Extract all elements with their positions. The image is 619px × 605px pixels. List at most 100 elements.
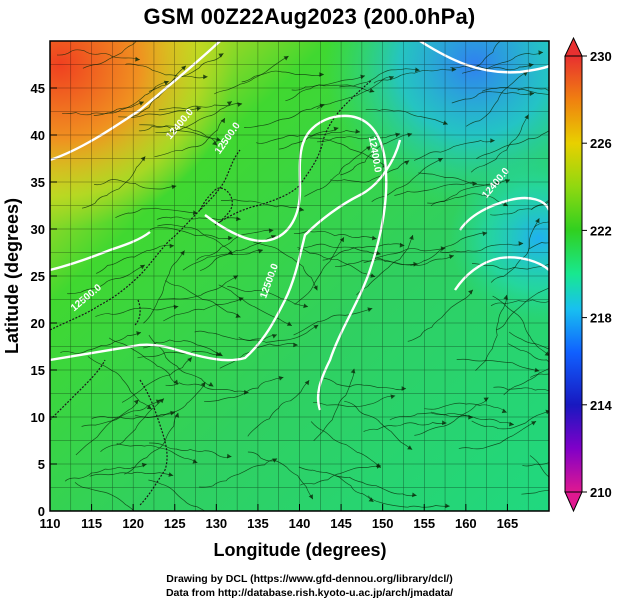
- streamline: [365, 108, 448, 125]
- x-tick-label: 110: [40, 516, 61, 531]
- streamline-arrow: [135, 56, 140, 62]
- streamline: [157, 224, 233, 256]
- streamline-arrow: [449, 254, 454, 259]
- streamline-arrow: [233, 275, 238, 280]
- streamline: [74, 482, 135, 511]
- streamline-arrow: [468, 289, 473, 295]
- streamline: [149, 226, 233, 239]
- streamline: [335, 475, 417, 497]
- streamline-arrow: [369, 88, 375, 93]
- streamline: [94, 179, 177, 190]
- streamline-arrow: [159, 398, 164, 404]
- x-tick-label: 155: [413, 516, 435, 531]
- colorbar-tick-label: 214: [590, 398, 612, 413]
- streamline: [165, 382, 249, 393]
- streamline-arrow: [192, 459, 198, 464]
- streamline-arrow: [173, 379, 179, 385]
- streamline: [304, 145, 372, 197]
- streamline: [199, 458, 278, 488]
- streamline: [456, 358, 540, 372]
- streamline: [143, 250, 185, 324]
- streamline: [67, 264, 146, 295]
- streamline: [60, 332, 142, 354]
- streamline-arrow: [558, 281, 563, 285]
- streamline: [410, 232, 488, 266]
- map-title: GSM 00Z22Aug2023 (200.0hPa): [143, 4, 476, 29]
- streamline-arrow: [388, 76, 394, 81]
- streamline-arrow: [503, 294, 508, 300]
- streamline-arrow: [549, 261, 554, 265]
- streamline-arrow: [270, 235, 276, 240]
- streamline-arrow: [203, 74, 208, 80]
- streamline: [476, 130, 549, 160]
- streamline-arrow: [442, 120, 448, 125]
- x-tick-label: 140: [289, 516, 311, 531]
- streamline: [148, 479, 206, 511]
- streamline: [89, 471, 174, 477]
- streamline-arrow: [360, 74, 365, 80]
- streamline: [322, 243, 405, 261]
- colorbar-tick-label: 218: [590, 311, 612, 326]
- streamline-arrow: [371, 235, 377, 241]
- streamline-arrow: [192, 210, 198, 216]
- colorbar-tick-label: 230: [590, 49, 612, 64]
- streamline-arrow: [538, 50, 543, 56]
- streamline: [466, 71, 528, 127]
- streamline-arrow: [483, 397, 489, 402]
- streamline-arrow: [299, 207, 304, 212]
- streamline-arrow: [560, 95, 565, 100]
- streamline-arrow: [333, 126, 339, 132]
- streamline-arrow: [375, 463, 381, 468]
- streamline-arrow: [390, 394, 396, 400]
- streamline-arrow: [140, 156, 146, 162]
- streamline-arrow: [524, 10, 529, 15]
- streamline-arrow: [522, 71, 528, 77]
- x-tick-label: 120: [122, 516, 144, 531]
- streamline: [471, 410, 549, 430]
- streamline-arrow: [237, 102, 243, 107]
- colorbar-tick-label: 210: [590, 485, 612, 500]
- streamline-arrow: [146, 404, 152, 410]
- coastline-indochina: [50, 359, 106, 421]
- streamline-arrow: [200, 382, 206, 387]
- coastline-japan: [214, 79, 373, 226]
- streamline: [492, 295, 549, 356]
- streamline: [285, 75, 366, 102]
- streamline-arrow: [218, 53, 224, 58]
- streamline-arrow: [600, 449, 605, 454]
- streamline: [439, 242, 524, 253]
- streamline: [507, 343, 549, 363]
- streamline-arrow: [582, 512, 587, 517]
- streamline: [470, 41, 501, 69]
- streamline-arrow: [535, 218, 540, 224]
- footer-credit-drawing: Drawing by DCL (https://www.gfd-dennou.o…: [166, 573, 453, 585]
- streamline: [413, 140, 495, 161]
- streamline: [356, 234, 414, 296]
- streamline-arrow: [220, 118, 225, 124]
- streamline-arrow: [366, 146, 371, 151]
- streamline: [414, 397, 489, 436]
- streamline-arrow: [482, 231, 488, 237]
- y-tick-label: 0: [38, 504, 45, 519]
- streamline: [521, 489, 549, 495]
- streamline-arrow: [367, 307, 373, 312]
- streamline-arrow: [228, 235, 233, 241]
- streamline-arrow: [181, 65, 186, 71]
- streamline: [490, 299, 549, 307]
- contour-line: [454, 256, 549, 291]
- streamline-arrow: [606, 247, 611, 252]
- streamline: [323, 377, 407, 391]
- streamline: [148, 53, 224, 92]
- streamline-arrow: [445, 503, 450, 509]
- x-tick-label: 150: [372, 516, 394, 531]
- streamline: [143, 339, 223, 357]
- streamline-arrow: [404, 160, 410, 166]
- colorbar-tick-label: 226: [590, 136, 612, 151]
- streamline-arrow: [286, 321, 292, 326]
- streamline: [297, 243, 381, 255]
- streamline-arrow: [278, 376, 284, 381]
- streamline: [149, 442, 232, 458]
- streamline: [340, 133, 413, 176]
- streamline: [100, 398, 165, 452]
